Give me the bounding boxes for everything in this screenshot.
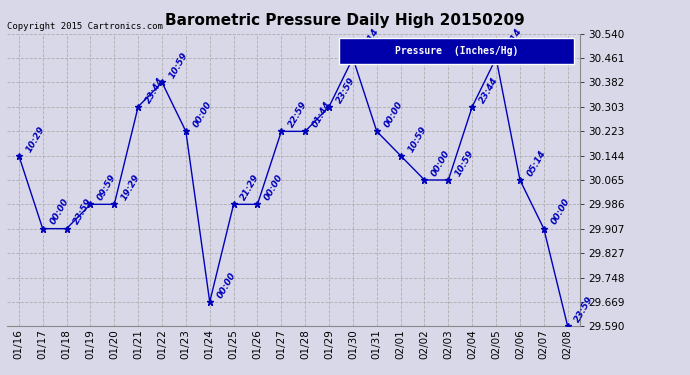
Text: 23:59: 23:59 — [335, 75, 357, 105]
Text: 23:59: 23:59 — [573, 295, 595, 324]
Text: 05:14: 05:14 — [526, 148, 548, 178]
Text: 22:59: 22:59 — [287, 100, 309, 129]
Text: 23:44: 23:44 — [477, 75, 500, 105]
Text: 09:59: 09:59 — [96, 173, 118, 202]
Text: Copyright 2015 Cartronics.com: Copyright 2015 Cartronics.com — [7, 22, 163, 31]
Text: 00:00: 00:00 — [191, 100, 213, 129]
Text: 00:00: 00:00 — [48, 197, 70, 226]
Text: 10:14: 10:14 — [359, 27, 381, 56]
Text: 10:59: 10:59 — [454, 148, 476, 178]
Text: 23:44: 23:44 — [144, 75, 166, 105]
Text: 10:59: 10:59 — [406, 124, 428, 153]
Text: 00:00: 00:00 — [263, 173, 285, 202]
FancyBboxPatch shape — [339, 38, 574, 64]
Text: 00:00: 00:00 — [430, 148, 452, 178]
Text: 01:44: 01:44 — [310, 100, 333, 129]
Text: 21:29: 21:29 — [239, 173, 262, 202]
Text: 23:59: 23:59 — [72, 197, 95, 226]
Text: 00:00: 00:00 — [549, 197, 571, 226]
Text: Pressure  (Inches/Hg): Pressure (Inches/Hg) — [395, 46, 518, 56]
Text: 08:14: 08:14 — [502, 27, 524, 56]
Text: 19:29: 19:29 — [120, 173, 142, 202]
Text: 00:00: 00:00 — [382, 100, 404, 129]
Text: 10:59: 10:59 — [168, 51, 190, 80]
Text: Barometric Pressure Daily High 20150209: Barometric Pressure Daily High 20150209 — [165, 13, 525, 28]
Text: 10:29: 10:29 — [24, 124, 46, 153]
Text: 00:00: 00:00 — [215, 270, 237, 300]
